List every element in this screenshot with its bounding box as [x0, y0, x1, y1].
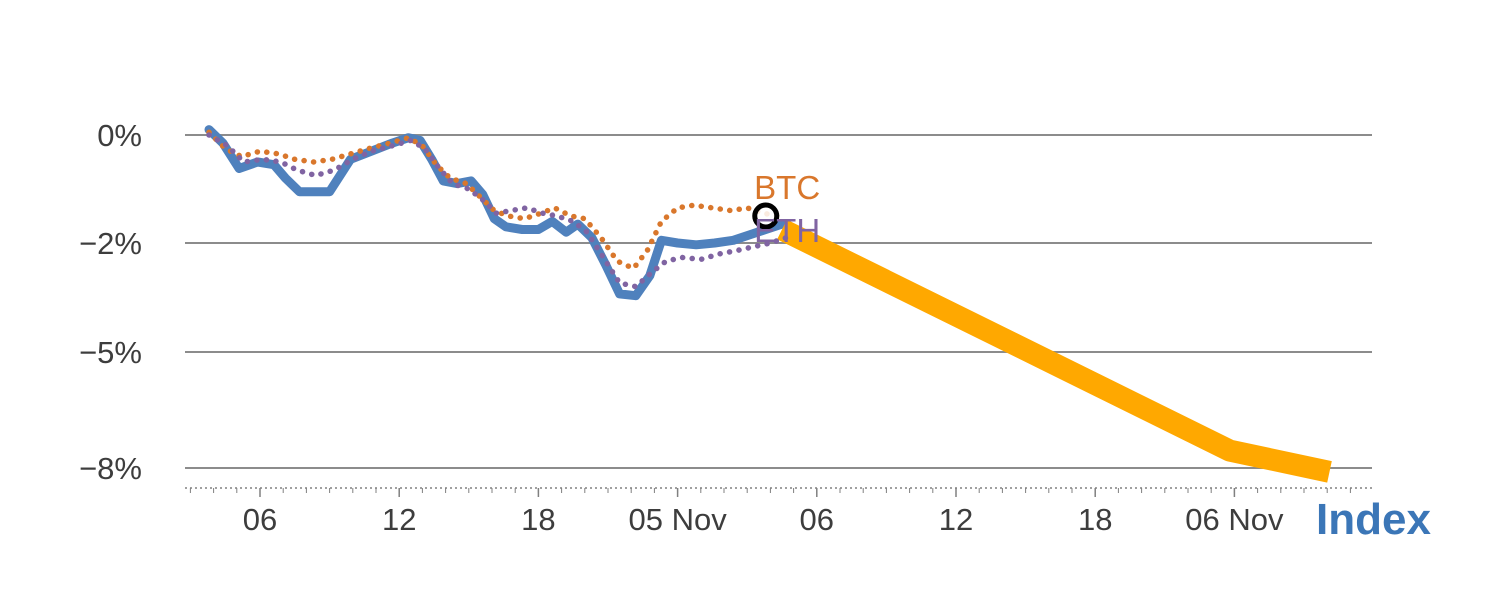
x-axis-tick-label: 06 [800, 502, 834, 537]
x-axis-tick-label: 12 [382, 502, 416, 537]
x-axis-tick-label: 18 [521, 502, 555, 537]
x-axis-tick-label: 05 Nov [628, 502, 727, 537]
x-axis-tick-label: 18 [1078, 502, 1112, 537]
y-axis-tick-label: −8% [79, 451, 142, 486]
current-point-marker [752, 202, 780, 230]
series-line-eth [206, 132, 790, 290]
series-line-orange [777, 219, 1332, 483]
series-line-index [204, 125, 787, 301]
y-axis-tick-label: −2% [79, 226, 142, 261]
x-axis-title: Index [1316, 495, 1431, 544]
x-axis-tick-label: 12 [939, 502, 973, 537]
y-axis-tick-label: 0% [97, 118, 142, 153]
x-axis-tick-label: 06 Nov [1185, 502, 1284, 537]
y-axis-tick-label: −5% [79, 335, 142, 370]
series-line-btc [206, 129, 783, 272]
x-axis-tick-label: 06 [243, 502, 277, 537]
series-label-btc: BTC [754, 169, 820, 206]
series-label-eth: ETH [754, 212, 820, 249]
